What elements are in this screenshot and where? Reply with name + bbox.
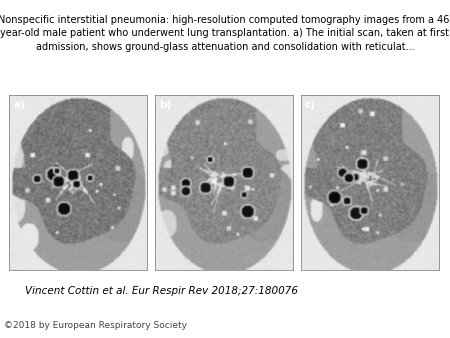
Text: c): c) [305, 100, 316, 110]
Text: ©2018 by European Respiratory Society: ©2018 by European Respiratory Society [4, 320, 188, 330]
Text: Nonspecific interstitial pneumonia: high-resolution computed tomography images f: Nonspecific interstitial pneumonia: high… [0, 15, 450, 52]
Text: Vincent Cottin et al. Eur Respir Rev 2018;27:180076: Vincent Cottin et al. Eur Respir Rev 201… [25, 286, 298, 296]
Text: b): b) [159, 100, 171, 110]
Text: a): a) [13, 100, 25, 110]
